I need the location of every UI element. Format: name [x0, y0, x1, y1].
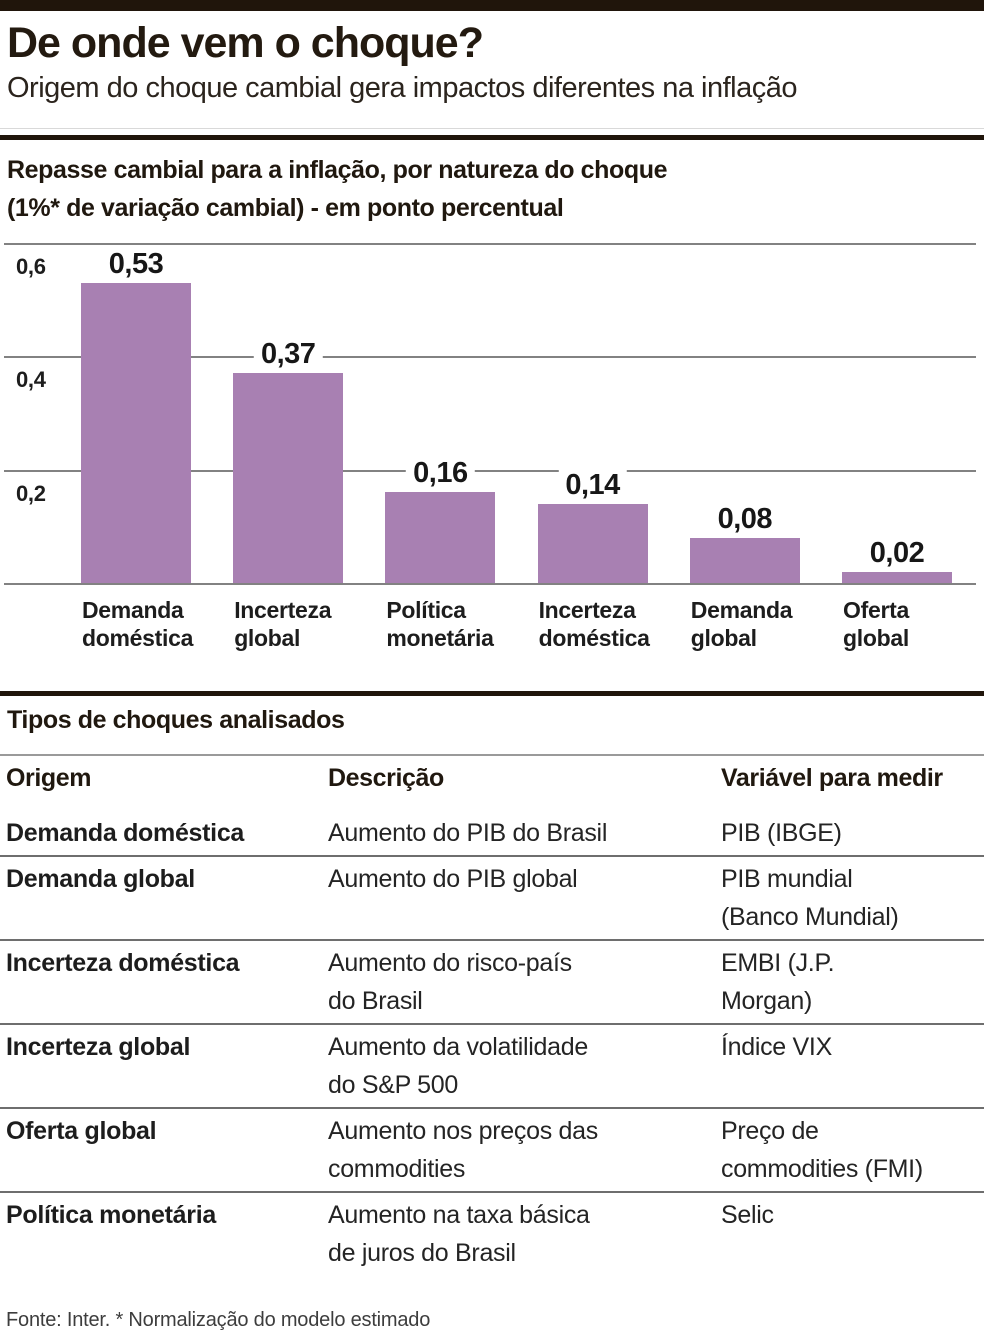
bar: [689, 538, 800, 583]
column-header-origem: Origem: [0, 754, 328, 811]
cell-descricao: Aumento do risco-país do Brasil: [328, 940, 721, 1025]
table-section-title: Tipos de choques analisados: [7, 706, 345, 734]
cell-variavel: PIB (IBGE): [721, 811, 984, 857]
bar-value-label: 0,08: [710, 504, 780, 534]
bar-chart: 0,6 0,4 0,2 0,53 Demanda doméstica 0,37 Incert…: [0, 231, 984, 691]
table-row: Demanda doméstica Aumento do PIB do Brasi…: [0, 811, 984, 857]
cell-descricao: Aumento na taxa básica de juros do Brasi…: [328, 1201, 590, 1267]
source-note: Fonte: Inter. * Normalização do modelo e…: [6, 1309, 431, 1331]
table-row: Oferta global Aumento nos preços das comm…: [0, 1108, 984, 1193]
bar-category-label: Incerteza doméstica: [538, 597, 650, 651]
gridline: [4, 356, 976, 359]
divider-thin: [0, 128, 984, 129]
cell-origem: Incerteza doméstica: [0, 940, 328, 1025]
bar-category-label: Oferta global: [843, 597, 909, 651]
table-row: Política monetária Aumento na taxa básica…: [0, 1192, 984, 1275]
cell-variavel: Índice VIX: [721, 1024, 984, 1109]
page-subtitle: Origem do choque cambial gera impactos d…: [7, 72, 798, 104]
bar: [233, 373, 344, 583]
bar-category-label: Demanda doméstica: [82, 597, 194, 651]
shock-types-table: Origem Descrição Variável para medir Dem…: [0, 754, 984, 1275]
chart-title: Repasse cambial para a inflação, por nat…: [7, 156, 668, 222]
bar: [81, 283, 191, 583]
cell-descricao: Aumento nos preços das commodities: [328, 1108, 721, 1193]
top-accent-bar: [0, 0, 984, 11]
cell-descricao: Aumento do PIB global: [328, 856, 721, 941]
bar: [842, 572, 952, 583]
bar-value-label: 0,14: [558, 470, 627, 500]
cell-origem: Política monetária: [6, 1201, 216, 1229]
bar-value-label: 0,16: [406, 458, 475, 488]
column-header-variavel: Variável para medir: [721, 754, 984, 811]
gridline: [4, 469, 976, 472]
bar: [385, 492, 496, 583]
cell-origem: Incerteza global: [0, 1024, 328, 1109]
bar-value-label: 0,02: [862, 538, 932, 568]
table-header-row: Origem Descrição Variável para medir: [0, 754, 984, 811]
bar-value-label: 0,37: [253, 339, 323, 369]
bar-category-label: Política monetária: [386, 597, 494, 651]
cell-variavel: Selic: [721, 1201, 774, 1229]
page-title: De onde vem o choque?: [7, 19, 484, 67]
x-axis-baseline: [4, 583, 976, 585]
cell-variavel: PIB mundial (Banco Mundial): [721, 856, 984, 941]
cell-origem: Oferta global: [0, 1108, 328, 1193]
y-axis-tick-label: 0,6: [16, 254, 46, 279]
cell-origem: Demanda global: [0, 856, 328, 941]
table-row: Incerteza global Aumento da volatilidade …: [0, 1024, 984, 1109]
divider-thick: [0, 135, 984, 140]
column-header-descricao: Descrição: [328, 754, 721, 811]
gridline: [4, 243, 976, 245]
bar-value-label: 0,53: [101, 249, 171, 279]
cell-descricao: Aumento da volatilidade do S&P 500: [328, 1024, 721, 1109]
cell-variavel: EMBI (J.P. Morgan): [721, 940, 984, 1025]
bar: [537, 504, 648, 583]
cell-descricao: Aumento do PIB do Brasil: [328, 811, 721, 857]
cell-variavel: Preço de commodities (FMI): [721, 1108, 984, 1193]
divider-thick: [0, 691, 984, 696]
bar-category-label: Incerteza global: [234, 597, 332, 651]
bar-category-label: Demanda global: [690, 597, 793, 651]
y-axis-tick-label: 0,4: [16, 367, 46, 393]
y-axis-tick-label: 0,2: [16, 480, 46, 506]
table-row: Incerteza doméstica Aumento do risco-país…: [0, 940, 984, 1025]
table-row: Demanda global Aumento do PIB global PIB m…: [0, 856, 984, 941]
cell-origem: Demanda doméstica: [0, 811, 328, 857]
